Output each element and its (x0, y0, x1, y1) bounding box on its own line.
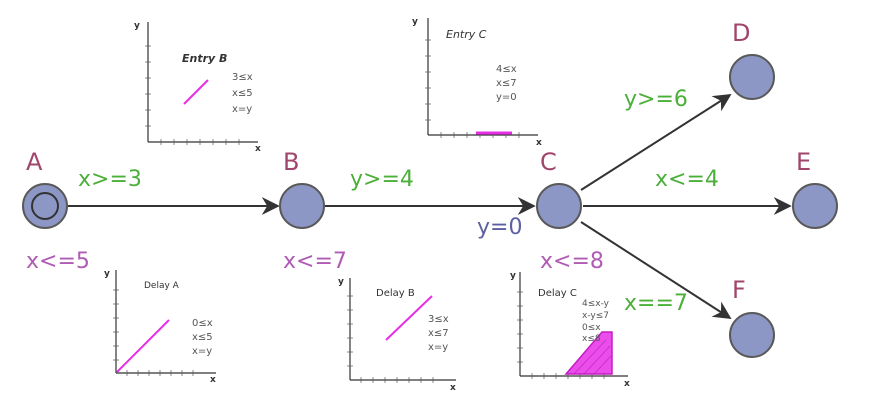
zone-entry-b (183, 79, 209, 105)
reset-b-c: y=0 (477, 215, 522, 240)
location-label-c: C (540, 148, 557, 176)
plot-entry-b-constraint-1: 3≤x (232, 72, 253, 83)
plot-entry-b-x-axis-label: x (255, 144, 261, 154)
invariant-a: x<=5 (26, 249, 90, 274)
plot-entry-b-title: Entry B (182, 52, 227, 65)
plot-entry-c-constraint-2: x≤7 (496, 78, 517, 89)
guard-b-c: y>=4 (350, 167, 414, 192)
invariant-c: x<=8 (540, 249, 604, 274)
plot-entry-c-y-axis-label: y (412, 17, 418, 27)
plot-entry-b: y x Entry B 3≤x x≤5 x=y (134, 21, 261, 154)
plot-delay-c-constraint-1: 4≤x-y (582, 299, 610, 309)
edge-c-f (580, 221, 732, 319)
invariant-b: x<=7 (283, 249, 347, 274)
location-f[interactable] (729, 312, 775, 358)
guard-c-e: x<=4 (655, 167, 719, 192)
plot-delay-c-title: Delay C (538, 288, 577, 299)
plot-delay-b-constraint-2: x≤7 (428, 328, 449, 339)
plot-entry-c-x-axis-label: x (536, 138, 542, 148)
plot-delay-c-constraint-4: x≤8 (582, 334, 601, 344)
plot-entry-c: y x Entry C 4≤x x≤7 y=0 (412, 17, 542, 148)
plot-delay-b-title: Delay B (376, 288, 415, 299)
plot-delay-a: y x Delay A 0≤x x≤5 x=y (104, 269, 216, 385)
plot-entry-b-y-axis-label: y (134, 21, 140, 31)
plot-delay-c-x-axis-label: x (624, 379, 630, 389)
plot-delay-c-constraint-3: 0≤x (582, 323, 601, 333)
edge-c-d (580, 94, 732, 191)
zone-delay-a (116, 319, 170, 373)
plot-entry-c-title: Entry C (446, 28, 487, 41)
plot-delay-a-x-axis-label: x (210, 375, 216, 385)
plot-entry-b-constraint-3: x=y (232, 104, 252, 115)
plot-delay-b-x-axis-label: x (450, 383, 456, 393)
plot-delay-b-constraint-3: x=y (428, 342, 448, 353)
location-label-b: B (283, 148, 299, 176)
plot-delay-a-constraint-3: x=y (192, 346, 212, 357)
location-b[interactable] (279, 183, 325, 229)
plot-delay-c-constraint-2: x-y≤7 (582, 311, 609, 321)
plot-delay-c-y-axis-label: y (510, 271, 516, 281)
location-a[interactable] (22, 183, 68, 229)
guard-c-f: x==7 (624, 291, 688, 316)
guard-c-d: y>=6 (624, 87, 688, 112)
plot-delay-a-constraint-2: x≤5 (192, 332, 213, 343)
zone-delay-b (385, 295, 433, 341)
location-c[interactable] (536, 183, 582, 229)
plot-entry-c-constraint-3: y=0 (496, 92, 517, 103)
location-label-d: D (732, 19, 750, 47)
plot-entry-b-constraint-2: x≤5 (232, 88, 253, 99)
guard-a-b: x>=3 (78, 167, 142, 192)
location-label-a: A (26, 148, 43, 176)
plot-delay-a-constraint-1: 0≤x (192, 318, 213, 329)
plot-delay-c: y x Delay C 4≤x-y x-y≤7 0≤x x≤8 (510, 271, 630, 389)
location-e[interactable] (792, 183, 838, 229)
plot-delay-b: y x Delay B 3≤x x≤7 x=y (338, 277, 456, 393)
plot-delay-a-y-axis-label: y (104, 269, 110, 279)
location-label-e: E (796, 148, 811, 176)
plot-entry-c-constraint-1: 4≤x (496, 64, 517, 75)
plot-delay-b-y-axis-label: y (338, 277, 344, 287)
plot-delay-a-title: Delay A (144, 281, 180, 291)
zone-delay-c (564, 331, 613, 375)
location-label-f: F (732, 276, 746, 304)
plot-delay-b-constraint-1: 3≤x (428, 314, 449, 325)
location-d[interactable] (729, 54, 775, 100)
